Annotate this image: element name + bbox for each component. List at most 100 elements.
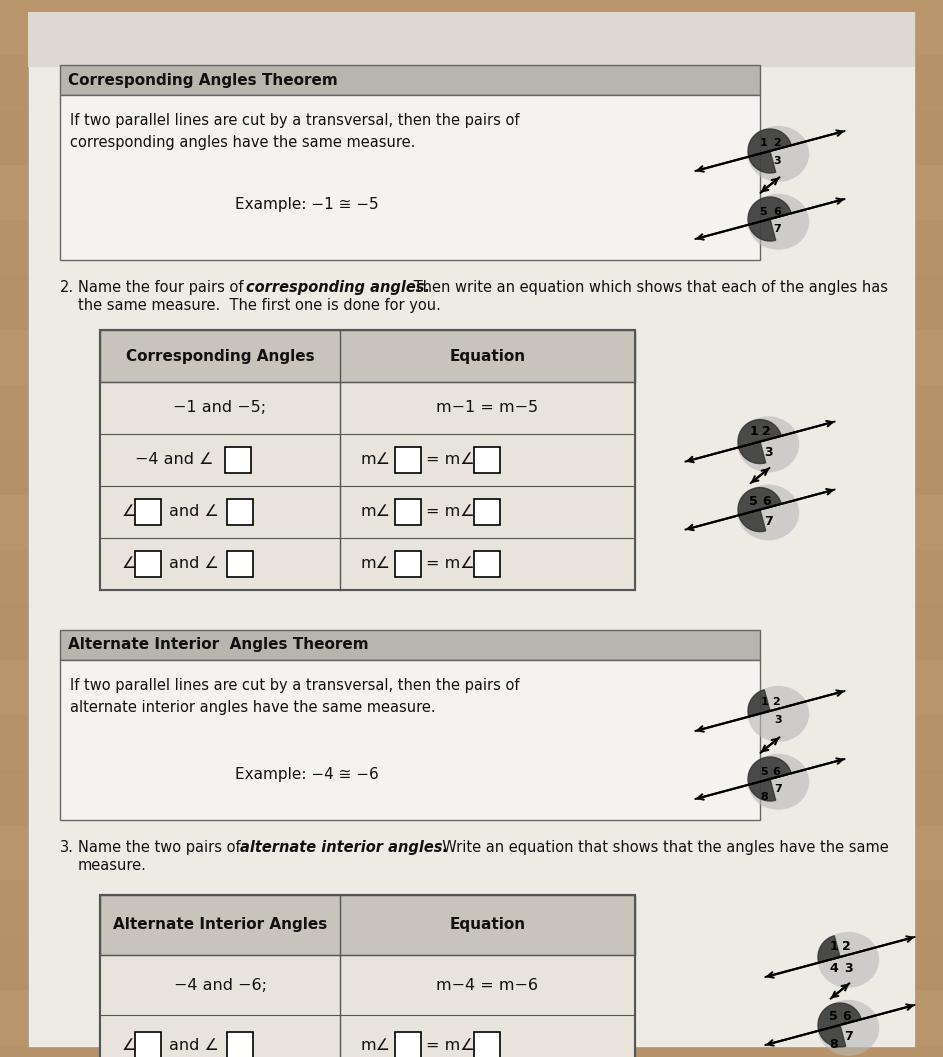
Bar — [0, 935, 943, 990]
Bar — [100, 956, 635, 1015]
Text: 3.: 3. — [60, 840, 74, 855]
Text: 4: 4 — [829, 962, 838, 975]
Polygon shape — [748, 757, 791, 801]
Polygon shape — [748, 197, 791, 241]
Text: m∠: m∠ — [360, 556, 390, 572]
Ellipse shape — [737, 416, 800, 472]
Text: 1: 1 — [750, 425, 758, 438]
Bar — [0, 769, 943, 826]
Text: = m∠: = m∠ — [426, 1038, 474, 1053]
Bar — [100, 1015, 635, 1057]
Bar — [395, 447, 421, 472]
Text: 3: 3 — [773, 156, 781, 166]
Text: 2: 2 — [842, 940, 851, 953]
Bar — [100, 486, 635, 538]
Text: m∠: m∠ — [360, 1038, 390, 1053]
Text: and ∠: and ∠ — [169, 1038, 219, 1053]
Bar — [60, 630, 760, 660]
Ellipse shape — [818, 932, 879, 988]
Text: 7: 7 — [844, 1030, 852, 1043]
Text: Write an equation that shows that the angles have the same: Write an equation that shows that the an… — [433, 840, 888, 855]
Text: 5: 5 — [760, 767, 768, 777]
Bar — [0, 605, 943, 660]
Text: 7: 7 — [773, 224, 781, 234]
Bar — [135, 1032, 161, 1057]
Bar — [135, 499, 161, 525]
Bar — [100, 895, 635, 1057]
Text: m∠: m∠ — [360, 452, 390, 467]
Bar — [227, 551, 253, 577]
Bar — [60, 95, 760, 260]
Bar — [100, 330, 635, 590]
Text: Example: −4 ≅ −6: Example: −4 ≅ −6 — [235, 767, 379, 782]
Text: and ∠: and ∠ — [169, 556, 219, 572]
Text: If two parallel lines are cut by a transversal, then the pairs of: If two parallel lines are cut by a trans… — [70, 678, 520, 693]
Text: 7: 7 — [764, 515, 772, 527]
Polygon shape — [818, 935, 840, 963]
Bar — [0, 385, 943, 440]
Text: 5: 5 — [759, 207, 767, 217]
Text: alternate interior angles have the same measure.: alternate interior angles have the same … — [70, 700, 436, 715]
Polygon shape — [818, 1003, 861, 1047]
Bar — [100, 434, 635, 486]
Bar — [0, 440, 943, 495]
Polygon shape — [738, 420, 781, 464]
Text: ∠: ∠ — [122, 504, 137, 519]
Text: 1: 1 — [829, 940, 838, 953]
Text: 7: 7 — [774, 784, 782, 794]
Bar — [28, 12, 915, 67]
Text: 3: 3 — [774, 715, 782, 725]
Text: Equation: Equation — [450, 917, 525, 932]
Text: = m∠: = m∠ — [426, 452, 474, 467]
Text: 6: 6 — [773, 207, 781, 217]
Polygon shape — [748, 129, 791, 173]
Ellipse shape — [748, 754, 809, 810]
Ellipse shape — [748, 193, 809, 249]
Bar — [227, 1032, 253, 1057]
Bar — [135, 551, 161, 577]
Bar — [0, 550, 943, 605]
Text: = m∠: = m∠ — [426, 504, 474, 519]
Bar — [474, 499, 500, 525]
Bar — [100, 330, 635, 590]
Ellipse shape — [737, 484, 800, 540]
Text: −1 and −5;: −1 and −5; — [174, 401, 267, 415]
Bar — [0, 220, 943, 275]
Text: Then write an equation which shows that each of the angles has: Then write an equation which shows that … — [409, 280, 888, 295]
Bar — [0, 275, 943, 330]
Bar — [60, 660, 760, 820]
Bar — [0, 495, 943, 550]
Bar — [474, 551, 500, 577]
Ellipse shape — [818, 1000, 879, 1056]
Ellipse shape — [748, 686, 809, 742]
Text: If two parallel lines are cut by a transversal, then the pairs of: If two parallel lines are cut by a trans… — [70, 113, 520, 128]
Bar — [474, 447, 500, 472]
Text: = m∠: = m∠ — [426, 556, 474, 572]
Text: corresponding angles.: corresponding angles. — [246, 280, 430, 295]
Polygon shape — [748, 690, 770, 717]
Bar — [0, 0, 943, 55]
Bar — [395, 1032, 421, 1057]
Text: Alternate Interior Angles: Alternate Interior Angles — [113, 917, 327, 932]
Text: 1: 1 — [760, 697, 768, 707]
Bar — [100, 538, 635, 590]
Text: m−4 = m−6: m−4 = m−6 — [437, 978, 538, 993]
Bar — [227, 499, 253, 525]
Text: 2: 2 — [773, 138, 781, 148]
Text: ∠: ∠ — [122, 1038, 137, 1053]
Text: 2: 2 — [772, 697, 780, 707]
Bar — [0, 990, 943, 1045]
Bar — [0, 1045, 943, 1057]
Bar — [0, 55, 943, 110]
Bar — [395, 499, 421, 525]
Bar — [0, 826, 943, 880]
Bar — [100, 895, 635, 1057]
Bar — [474, 1032, 500, 1057]
Text: 5: 5 — [829, 1010, 838, 1023]
Bar — [225, 447, 251, 472]
Text: Equation: Equation — [450, 349, 525, 364]
Text: 8: 8 — [760, 792, 768, 802]
Text: Alternate Interior  Angles Theorem: Alternate Interior Angles Theorem — [68, 637, 369, 652]
Bar — [100, 330, 635, 382]
Ellipse shape — [748, 126, 809, 182]
